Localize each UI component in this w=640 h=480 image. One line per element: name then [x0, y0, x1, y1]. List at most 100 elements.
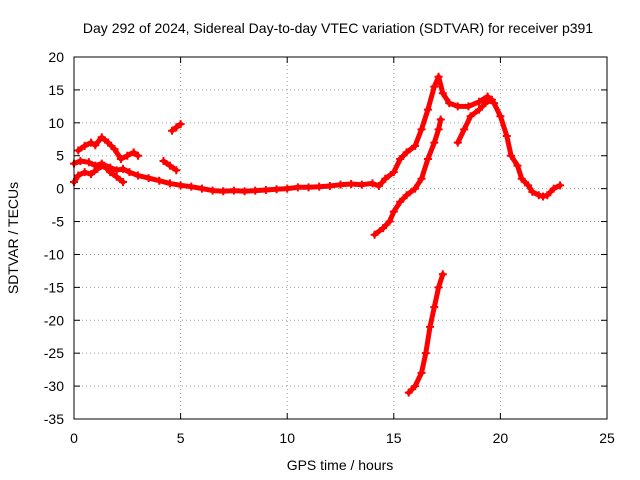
data-point — [481, 99, 490, 108]
y-tick-label: -30 — [44, 378, 64, 394]
data-point — [116, 155, 125, 164]
data-point — [411, 382, 420, 391]
x-tick-label: 25 — [599, 430, 615, 446]
data-point — [110, 145, 119, 154]
data-point — [381, 174, 390, 183]
data-point — [374, 182, 383, 191]
y-tick-label: 5 — [56, 148, 64, 164]
data-point — [133, 151, 142, 160]
data-point — [74, 171, 83, 180]
y-tick-label: -25 — [44, 345, 64, 361]
y-tick-label: 15 — [48, 82, 64, 98]
data-point — [80, 141, 89, 150]
data-point — [172, 123, 181, 132]
y-tick-label: 0 — [56, 181, 64, 197]
data-point — [524, 181, 533, 190]
data-point — [129, 148, 138, 157]
data-point — [421, 349, 430, 358]
data-point — [159, 156, 168, 165]
data-point — [402, 148, 411, 157]
data-point — [370, 230, 379, 239]
data-point — [336, 180, 345, 189]
data-point — [104, 138, 113, 147]
data-point — [168, 126, 177, 135]
data-point — [436, 115, 445, 124]
data-point — [434, 72, 443, 81]
data-point — [272, 185, 281, 194]
series-line — [406, 271, 446, 396]
data-point — [219, 187, 228, 196]
series-trace — [168, 120, 185, 135]
x-tick-label: 10 — [279, 430, 295, 446]
series-trace — [70, 72, 565, 201]
y-tick-label: 10 — [48, 115, 64, 131]
data-point — [543, 191, 552, 200]
data-point — [402, 191, 411, 200]
y-tick-label: -5 — [52, 214, 65, 230]
data-point — [357, 180, 366, 189]
data-point — [106, 168, 115, 177]
data-point — [125, 168, 134, 177]
data-point — [165, 179, 174, 188]
x-tick-label: 15 — [386, 430, 402, 446]
data-point — [417, 125, 426, 134]
data-point — [430, 303, 439, 312]
data-point — [99, 161, 108, 170]
data-point — [165, 161, 174, 170]
data-point — [187, 182, 196, 191]
data-point — [411, 184, 420, 193]
data-point — [176, 181, 185, 190]
data-point — [304, 183, 313, 192]
data-point — [379, 224, 388, 233]
data-point — [434, 283, 443, 292]
data-point — [434, 125, 443, 134]
data-point — [87, 138, 96, 147]
data-point — [430, 138, 439, 147]
series-trace — [404, 270, 447, 397]
data-point — [502, 131, 511, 140]
data-point — [466, 112, 475, 121]
data-series — [70, 72, 565, 397]
data-point — [464, 102, 473, 111]
data-point — [460, 125, 469, 134]
data-point — [445, 99, 454, 108]
data-point — [475, 97, 484, 106]
series-trace — [370, 115, 445, 239]
data-point — [347, 180, 356, 189]
data-point — [423, 155, 432, 164]
data-point — [172, 166, 181, 175]
data-point — [283, 184, 292, 193]
data-point — [396, 155, 405, 164]
series-trace — [159, 156, 181, 175]
data-point — [87, 170, 96, 179]
data-point — [539, 192, 548, 201]
data-point — [119, 178, 128, 187]
data-point — [453, 102, 462, 111]
data-point — [487, 95, 496, 104]
data-point — [385, 217, 394, 226]
data-point — [368, 179, 377, 188]
data-point — [155, 176, 164, 185]
data-point — [430, 82, 439, 91]
data-point — [93, 164, 102, 173]
data-point — [76, 156, 85, 165]
data-point — [144, 174, 153, 183]
axis-ticks: 0 5 10 15 20 25 -35 -30 -25 -20 -15 -10 -5 0 5 10 15 20 — [44, 49, 615, 446]
plot-frame — [73, 56, 608, 420]
data-point — [197, 184, 206, 193]
data-point — [315, 182, 324, 191]
y-tick-label: -35 — [44, 411, 64, 427]
chart-title: Day 292 of 2024, Sidereal Day-to-day VTE… — [83, 20, 593, 36]
data-point — [208, 186, 217, 195]
data-point — [325, 182, 334, 191]
data-point — [438, 89, 447, 98]
series-trace — [74, 133, 142, 164]
y-tick-label: -10 — [44, 246, 64, 262]
data-point — [396, 197, 405, 206]
data-point — [119, 164, 128, 173]
data-point — [453, 138, 462, 147]
x-tick-label: 5 — [177, 430, 185, 446]
data-point — [507, 151, 516, 160]
data-point — [261, 185, 270, 194]
